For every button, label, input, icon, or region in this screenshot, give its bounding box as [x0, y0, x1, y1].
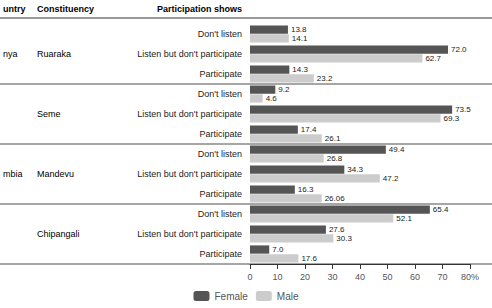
svg-text:Participate: Participate: [199, 249, 242, 259]
svg-text:26.06: 26.06: [325, 194, 346, 203]
svg-text:Male: Male: [277, 291, 299, 302]
svg-text:34.3: 34.3: [347, 165, 363, 174]
svg-text:23.2: 23.2: [317, 74, 333, 83]
svg-text:70: 70: [437, 272, 447, 282]
svg-text:60: 60: [410, 272, 420, 282]
svg-text:80%: 80%: [461, 272, 479, 282]
svg-text:62.7: 62.7: [425, 54, 441, 63]
svg-text:30: 30: [327, 272, 337, 282]
svg-text:nya: nya: [3, 49, 18, 59]
svg-text:52.1: 52.1: [396, 214, 412, 223]
svg-text:13.8: 13.8: [291, 25, 307, 34]
svg-text:65.4: 65.4: [433, 205, 449, 214]
svg-text:Listen but don't participate: Listen but don't participate: [137, 109, 242, 119]
svg-text:30.3: 30.3: [336, 234, 352, 243]
svg-text:9.2: 9.2: [278, 85, 290, 94]
svg-text:Listen but don't participate: Listen but don't participate: [137, 169, 242, 179]
svg-text:10: 10: [272, 272, 282, 282]
svg-text:27.6: 27.6: [329, 225, 345, 234]
svg-text:Don't listen: Don't listen: [198, 89, 242, 99]
svg-text:Ruaraka: Ruaraka: [37, 49, 71, 59]
svg-text:Don't listen: Don't listen: [198, 29, 242, 39]
svg-text:16.3: 16.3: [298, 185, 314, 194]
svg-text:0: 0: [247, 272, 252, 282]
svg-text:47.2: 47.2: [383, 174, 399, 183]
svg-text:Constituency: Constituency: [37, 4, 94, 14]
svg-text:4.6: 4.6: [266, 94, 278, 103]
svg-text:Listen but don't participate: Listen but don't participate: [137, 49, 242, 59]
svg-text:40: 40: [355, 272, 365, 282]
svg-text:untry: untry: [3, 4, 26, 14]
svg-text:Participation shows: Participation shows: [157, 4, 242, 14]
svg-text:14.3: 14.3: [292, 65, 308, 74]
svg-text:69.3: 69.3: [444, 114, 460, 123]
svg-text:7.0: 7.0: [272, 245, 284, 254]
svg-text:Participate: Participate: [199, 189, 242, 199]
svg-text:26.1: 26.1: [325, 134, 341, 143]
svg-text:20: 20: [300, 272, 310, 282]
svg-text:17.6: 17.6: [301, 254, 317, 263]
svg-text:Participate: Participate: [199, 69, 242, 79]
svg-text:17.4: 17.4: [301, 125, 317, 134]
svg-text:Female: Female: [214, 291, 248, 302]
svg-text:Mandevu: Mandevu: [37, 169, 74, 179]
svg-text:Don't listen: Don't listen: [198, 209, 242, 219]
svg-text:mbia: mbia: [3, 169, 23, 179]
svg-text:26.8: 26.8: [327, 154, 343, 163]
svg-text:14.1: 14.1: [292, 34, 308, 43]
svg-text:49.4: 49.4: [389, 145, 405, 154]
svg-text:73.5: 73.5: [455, 105, 471, 114]
svg-text:72.0: 72.0: [451, 45, 467, 54]
svg-text:50: 50: [382, 272, 392, 282]
svg-text:Seme: Seme: [37, 109, 61, 119]
svg-text:Participate: Participate: [199, 129, 242, 139]
svg-text:Don't listen: Don't listen: [198, 149, 242, 159]
svg-text:Chipangali: Chipangali: [37, 229, 80, 239]
svg-text:Listen but don't participate: Listen but don't participate: [137, 229, 242, 239]
